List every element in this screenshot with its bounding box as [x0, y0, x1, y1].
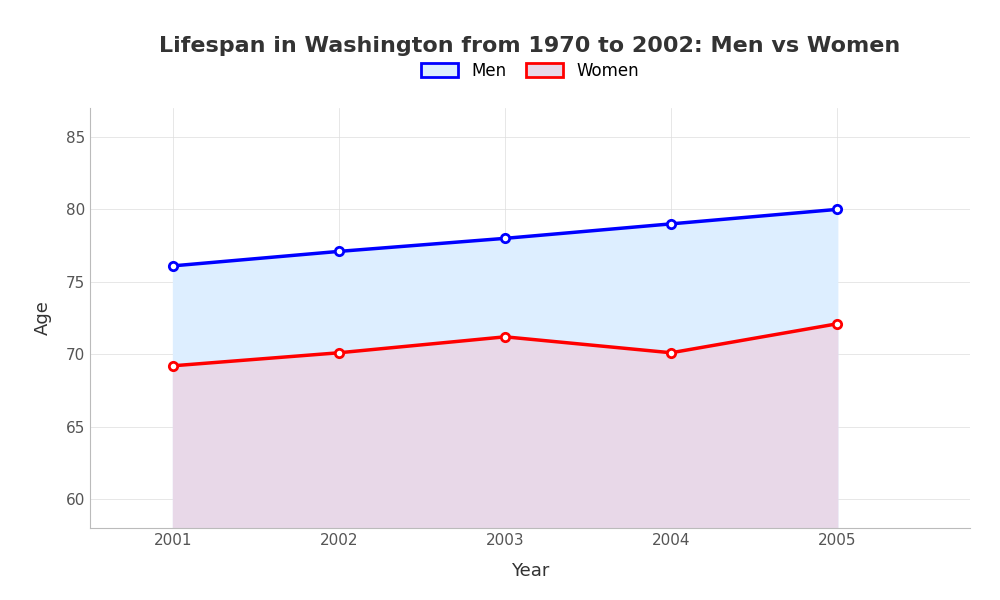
Legend: Men, Women: Men, Women — [421, 62, 639, 80]
Y-axis label: Age: Age — [34, 301, 52, 335]
Title: Lifespan in Washington from 1970 to 2002: Men vs Women: Lifespan in Washington from 1970 to 2002… — [159, 37, 901, 56]
X-axis label: Year: Year — [511, 562, 549, 580]
